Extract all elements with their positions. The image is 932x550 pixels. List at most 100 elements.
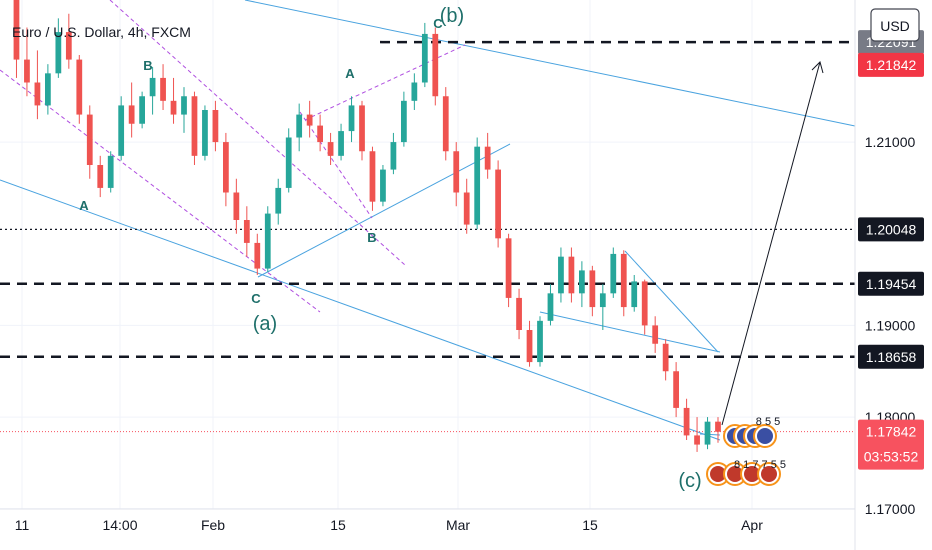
- candle-body: [401, 100, 407, 143]
- y-tick-label: 1.19000: [865, 317, 916, 333]
- candle-body: [233, 192, 240, 220]
- y-tick-label: 1.17000: [865, 501, 916, 517]
- channel-line: [109, 0, 406, 266]
- price-tag-value: 1.21842: [866, 57, 917, 73]
- x-tick-label: 15: [330, 517, 346, 533]
- projection-arrow-head: [811, 61, 824, 74]
- candle-body: [463, 192, 470, 225]
- wave-label: A: [79, 198, 89, 213]
- economic-events: 8 5 5 8 1 7 7 5 5: [706, 416, 786, 486]
- candle-body: [432, 33, 439, 97]
- price-level-tag: [858, 271, 924, 296]
- trend-line: [257, 143, 511, 278]
- candle-body: [631, 281, 638, 308]
- countdown-label: 03:53:52: [864, 449, 919, 465]
- candle-body: [673, 371, 679, 408]
- price-level-value: 1.19454: [866, 276, 917, 292]
- currency-selector[interactable]: USD: [870, 8, 920, 42]
- candle-body: [202, 110, 208, 156]
- candle-body: [55, 32, 62, 74]
- candle-body: [715, 421, 721, 432]
- candle-body: [442, 96, 449, 152]
- wave-label: C: [433, 16, 443, 31]
- chart-title: Euro / U.S. Dollar, 4h, FXCM: [12, 24, 191, 40]
- wave-label: C: [251, 291, 261, 306]
- candle-body: [338, 131, 344, 156]
- candle-body: [118, 105, 125, 156]
- price-level-tag: [858, 217, 924, 242]
- candle-body: [683, 407, 690, 436]
- wave-label: B: [143, 58, 152, 73]
- candle-body: [484, 146, 491, 170]
- candle-body: [537, 320, 543, 363]
- channel-line: [299, 111, 373, 219]
- wave-labels: ABC(a)ABC(b)(c): [79, 5, 701, 492]
- price-level-value: 1.18658: [866, 349, 917, 365]
- candle-body: [579, 270, 585, 294]
- price-tag: [858, 52, 924, 77]
- wave-label: (c): [678, 470, 701, 492]
- candle-body: [107, 155, 114, 188]
- price-tags: 1.220911.200481.194541.186581.218421.178…: [858, 30, 924, 470]
- candle-body: [170, 100, 177, 115]
- event-label: 8 5 5: [756, 416, 780, 428]
- candle-body: [139, 96, 145, 124]
- projection-arrow: [721, 61, 821, 426]
- candle-body: [421, 33, 428, 83]
- candle-body: [558, 256, 564, 294]
- candle-body: [620, 253, 627, 308]
- candle-body: [599, 293, 606, 308]
- candle-body: [704, 421, 711, 445]
- candle-body: [212, 110, 219, 143]
- candle-body: [243, 220, 250, 243]
- candle-body: [264, 213, 271, 269]
- candle-body: [317, 125, 323, 143]
- candle-body: [547, 293, 554, 321]
- trend-line: [624, 250, 719, 353]
- wave-label: B: [367, 230, 376, 245]
- candle-body: [495, 169, 501, 239]
- candle-body: [223, 142, 229, 193]
- price-tag-value: 1.17842: [866, 424, 917, 440]
- candle-body: [369, 151, 376, 202]
- candle-body: [694, 435, 700, 445]
- candle-body: [254, 242, 261, 269]
- wave-label: (b): [440, 5, 464, 27]
- candle-body: [285, 137, 292, 188]
- event-flag-icon[interactable]: [740, 462, 764, 486]
- candle-body: [97, 165, 104, 188]
- candle-body: [359, 105, 365, 152]
- candle-body: [76, 59, 83, 115]
- candle-body: [181, 96, 187, 115]
- candle-body: [505, 238, 512, 298]
- candle-body: [380, 169, 386, 202]
- candle-body: [390, 142, 397, 170]
- candle-body: [641, 281, 648, 326]
- event-flag-icon[interactable]: [757, 462, 781, 486]
- candle-body: [306, 114, 313, 126]
- x-tick-label: 15: [582, 517, 598, 533]
- candle-body: [348, 105, 355, 132]
- channel-line: [304, 44, 466, 121]
- wave-label: A: [345, 66, 355, 81]
- candle-body: [652, 325, 659, 344]
- candle-body: [453, 151, 460, 193]
- x-tick-label: 11: [15, 517, 30, 533]
- x-tick-label: Feb: [201, 517, 225, 533]
- event-flag-icon[interactable]: [753, 424, 777, 448]
- event-flag-icon[interactable]: [723, 462, 747, 486]
- price-level-tag: [858, 344, 924, 369]
- event-label: 8 1 7 7 5 5: [734, 459, 786, 471]
- x-tick-label: Apr: [741, 517, 763, 533]
- trend-line: [539, 311, 721, 353]
- candle-body: [610, 253, 617, 294]
- channel-lines: [0, 0, 856, 441]
- candle-body: [45, 73, 51, 106]
- candle-body: [662, 343, 669, 372]
- candle-body: [296, 114, 303, 138]
- price-level-lines: [0, 40, 855, 433]
- wave-label: (a): [253, 313, 277, 335]
- currency-label[interactable]: USD: [880, 18, 910, 34]
